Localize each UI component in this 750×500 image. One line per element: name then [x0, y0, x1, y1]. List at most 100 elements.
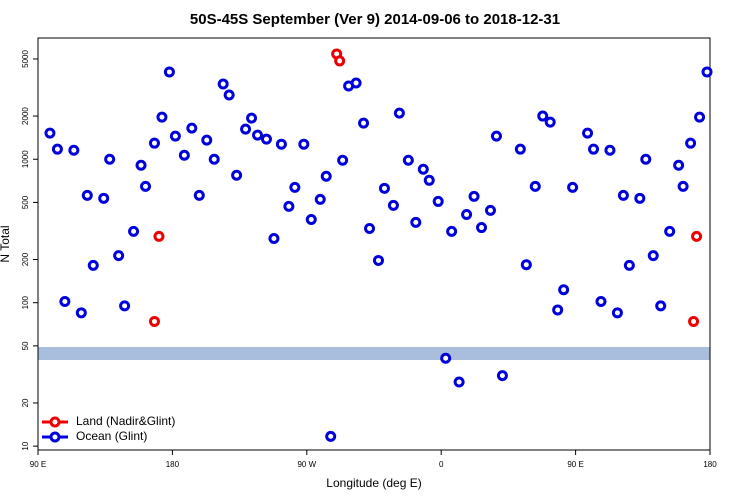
point — [694, 111, 706, 123]
point — [246, 112, 258, 124]
y-tick-label: 500 — [21, 195, 30, 209]
legend-label: Land (Nadir&Glint) — [76, 414, 175, 428]
legend-label: Ocean (Glint) — [76, 429, 147, 443]
point — [514, 143, 526, 155]
point — [520, 259, 532, 271]
point — [410, 216, 422, 228]
point — [217, 78, 229, 90]
y-tick-label: 200 — [21, 252, 30, 266]
point — [623, 259, 635, 271]
point — [461, 208, 473, 220]
x-tick-label: 90 W — [297, 460, 316, 469]
point — [440, 352, 452, 364]
y-tick-label: 10 — [21, 441, 30, 450]
point — [611, 307, 623, 319]
point — [446, 225, 458, 237]
point — [567, 181, 579, 193]
y-tick-label: 1000 — [21, 150, 30, 168]
y-tick-label: 50 — [21, 341, 30, 350]
point — [81, 189, 93, 201]
separator-band — [38, 347, 710, 360]
point — [104, 153, 116, 165]
point — [208, 153, 220, 165]
point — [186, 122, 198, 134]
point — [490, 130, 502, 142]
point — [529, 180, 541, 192]
point — [59, 295, 71, 307]
point — [240, 123, 252, 135]
point — [417, 163, 429, 175]
point — [153, 230, 165, 242]
point — [156, 111, 168, 123]
point — [193, 189, 205, 201]
point — [432, 195, 444, 207]
point — [113, 250, 125, 262]
point — [135, 159, 147, 171]
point — [582, 127, 594, 139]
point — [552, 304, 564, 316]
point — [334, 55, 346, 67]
y-tick-label: 100 — [21, 295, 30, 309]
point — [664, 225, 676, 237]
point — [688, 315, 700, 327]
point — [169, 130, 181, 142]
legend-marker — [49, 416, 61, 428]
point — [98, 192, 110, 204]
point — [685, 137, 697, 149]
chart-title: 50S-45S September (Ver 9) 2014-09-06 to … — [190, 11, 560, 28]
x-tick-label: 0 — [439, 460, 444, 469]
point — [640, 153, 652, 165]
legend-marker — [49, 431, 61, 443]
point — [325, 430, 337, 442]
y-tick-label: 2000 — [21, 107, 30, 125]
point — [283, 200, 295, 212]
point — [617, 189, 629, 201]
point — [372, 254, 384, 266]
point — [268, 233, 280, 245]
point — [201, 134, 213, 146]
point — [364, 222, 376, 234]
point — [673, 159, 685, 171]
point — [358, 117, 370, 129]
point — [647, 250, 659, 262]
point — [337, 154, 349, 166]
point — [378, 182, 390, 194]
point — [604, 144, 616, 156]
point — [314, 193, 326, 205]
point — [231, 169, 243, 181]
point — [468, 190, 480, 202]
y-axis-label: N Total — [0, 225, 12, 262]
point — [140, 180, 152, 192]
point — [588, 143, 600, 155]
point — [87, 259, 99, 271]
point — [595, 295, 607, 307]
point — [393, 107, 405, 119]
point — [275, 138, 287, 150]
point — [320, 170, 332, 182]
x-tick-label: 90 E — [567, 460, 583, 469]
x-tick-label: 180 — [703, 460, 717, 469]
point — [537, 110, 549, 122]
point — [634, 192, 646, 204]
point — [128, 225, 140, 237]
point — [402, 154, 414, 166]
point — [68, 144, 80, 156]
point — [178, 149, 190, 161]
point — [558, 284, 570, 296]
point — [260, 133, 272, 145]
point — [691, 230, 703, 242]
point — [119, 300, 131, 312]
x-tick-label: 90 E — [30, 460, 46, 469]
point — [163, 66, 175, 78]
point — [305, 214, 317, 226]
point — [677, 180, 689, 192]
point — [701, 66, 713, 78]
point — [51, 143, 63, 155]
point — [387, 199, 399, 211]
point — [298, 138, 310, 150]
point — [44, 127, 56, 139]
x-tick-label: 180 — [166, 460, 180, 469]
point — [484, 204, 496, 216]
